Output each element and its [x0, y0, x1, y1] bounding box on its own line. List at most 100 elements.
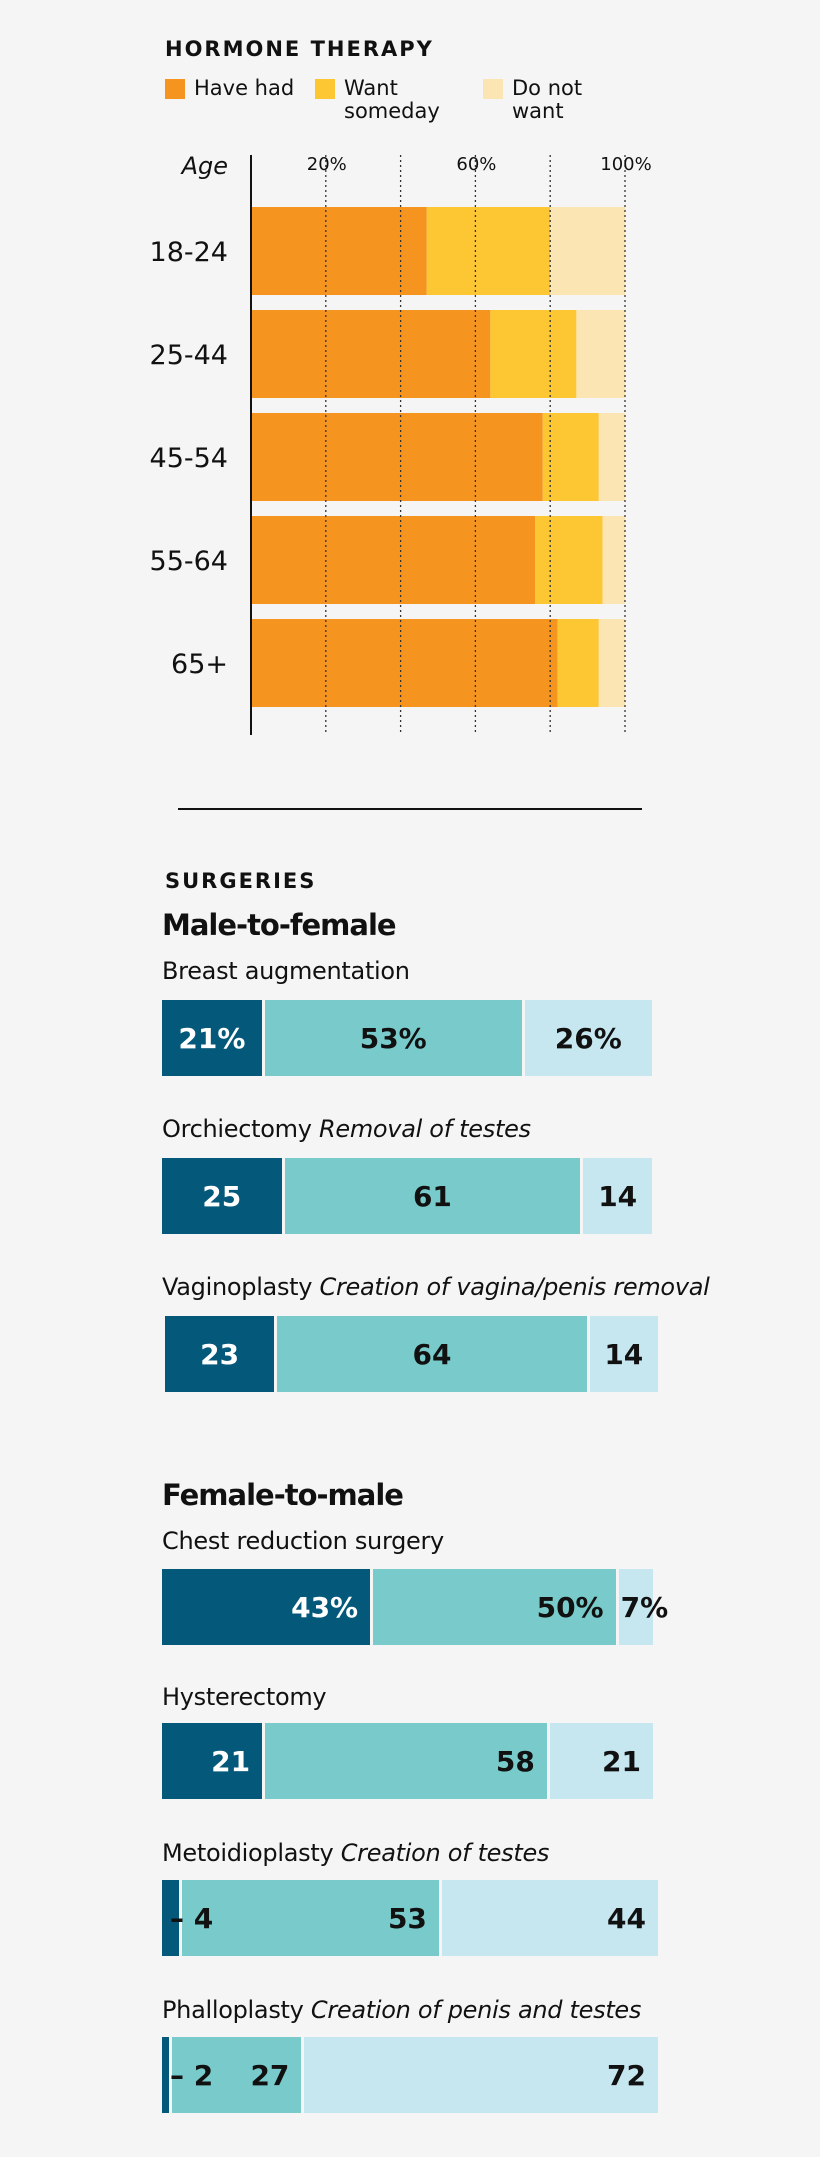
surgery-bar-segment: 26%: [524, 1000, 652, 1076]
surgery-value-label: 43%: [291, 1590, 359, 1624]
surgery-bar-segment: 44: [441, 1880, 658, 1956]
leader-dash: –: [170, 2058, 194, 2092]
hormone-bar-segment: [576, 310, 625, 398]
hormone-bar-segment: [251, 619, 558, 707]
surgery-name: Phalloplasty: [162, 1996, 304, 2024]
surgery-bar-segment: 72: [304, 2037, 658, 2113]
x-tick-label: 20%: [307, 154, 347, 175]
surgery-bar: 43% 50% 7%: [162, 1569, 668, 1645]
surgery-bar: – 2 27 72: [162, 2037, 658, 2113]
surgery-name: Chest reduction surgery: [162, 1527, 444, 1555]
surgery-bar-segment: 14: [583, 1158, 652, 1234]
surgery-value-label: 14: [604, 1337, 644, 1371]
x-tick-label: 100%: [600, 154, 651, 175]
surgery-bar-segment: 7%: [618, 1569, 668, 1645]
surgery-value-label: 2: [193, 2058, 214, 2092]
surgery-bar-segment: 27: [171, 2037, 305, 2113]
surgery-bar-segment: 43%: [162, 1569, 374, 1645]
surgery-label: Hysterectomy: [162, 1683, 327, 1711]
hormone-bar-segment: [251, 207, 427, 295]
surgery-bar: 21% 53% 26%: [162, 1000, 652, 1076]
surgery-bar: 25 61 14: [162, 1158, 652, 1234]
y-axis-title: Age: [180, 152, 228, 180]
hormone-bar-segment: [598, 619, 625, 707]
surgery-name: Metoidioplasty: [162, 1839, 334, 1867]
legend-swatch: [315, 79, 335, 99]
surgery-outside-label: – 2: [170, 2059, 213, 2092]
surgery-bar-segment: – 2: [162, 2037, 213, 2113]
surgery-value-label: 4: [193, 1901, 214, 1935]
surgery-bar: – 4 53 44: [162, 1880, 658, 1956]
surgery-value-label: 72: [607, 2058, 646, 2092]
legend-label: Do not want: [512, 76, 583, 123]
surgery-bar-segment: 14: [589, 1316, 658, 1392]
surgery-name: Breast augmentation: [162, 957, 410, 985]
surgery-name: Vaginoplasty: [162, 1273, 313, 1301]
surgery-value-label: 53%: [359, 1021, 427, 1055]
surgery-detail: Removal of testes: [319, 1115, 531, 1143]
surgery-value-label: 27: [250, 2058, 290, 2092]
surgery-bar-segment: 21: [162, 1723, 266, 1799]
hormone-bar-segment: [542, 413, 599, 501]
legend-swatch: [165, 79, 185, 99]
surgery-bar-segment: 53: [181, 1880, 442, 1956]
age-category-label: 25-44: [150, 340, 228, 371]
group-heading: Male-to-female: [162, 908, 397, 942]
x-tick-label: 60%: [456, 154, 496, 175]
surgery-name: Orchiectomy: [162, 1115, 312, 1143]
surgery-bar-segment: – 4: [162, 1880, 213, 1956]
surgery-value-label: 23: [200, 1337, 240, 1371]
hormone-bar-segment: [535, 516, 603, 604]
hormone-therapy-chart: 18-24 25-44 45-54 55-64 65+ 20% 60% 100% Age: [150, 152, 652, 735]
surgery-bar: 21 58 21: [162, 1723, 653, 1799]
surgery-value-label: 21%: [178, 1021, 246, 1055]
age-category-label: 18-24: [150, 237, 228, 268]
leader-dash: –: [170, 1901, 194, 1935]
surgery-label: Phalloplasty Creation of penis and teste…: [162, 1996, 641, 2024]
surgery-value-label: 64: [412, 1337, 452, 1371]
surgery-bar-segment: 58: [265, 1723, 550, 1799]
surgery-value-label: 14: [598, 1179, 638, 1213]
surgery-bar-segment: 53%: [264, 1000, 525, 1076]
legend-item: Have had: [165, 77, 294, 100]
surgery-value-label: 61: [412, 1179, 452, 1213]
surgery-detail: Creation of penis and testes: [310, 1996, 642, 2024]
surgery-detail: Creation of testes: [340, 1839, 550, 1867]
surgery-detail: Creation of vagina/penis removal: [319, 1273, 710, 1301]
hormone-bar-segment: [550, 207, 625, 295]
legend-swatch: [483, 79, 503, 99]
hormone-bar-segment: [598, 413, 625, 501]
hormone-bar-segment: [251, 310, 491, 398]
hormone-bar-segment: [251, 413, 543, 501]
surgery-label: Breast augmentation: [162, 957, 410, 985]
legend-label: Want someday: [344, 76, 440, 123]
surgery-bar-segment: 21: [549, 1723, 653, 1799]
surgery-value-label: 26%: [554, 1021, 622, 1055]
age-category-label: 45-54: [150, 443, 228, 474]
surgery-bar-segment: 64: [277, 1316, 590, 1392]
surgery-bar-segment: 25: [162, 1158, 285, 1234]
legend-item: Want someday: [315, 77, 440, 123]
surgery-bar-segment: 21%: [162, 1000, 265, 1076]
surgery-label: Chest reduction surgery: [162, 1527, 444, 1555]
surgery-bar-segment: 23: [165, 1316, 278, 1392]
legend-label: Have had: [194, 76, 295, 100]
hormone-therapy-title: HORMONE THERAPY: [165, 37, 434, 61]
surgery-value-label: 21: [602, 1744, 641, 1778]
surgery-label: Orchiectomy Removal of testes: [162, 1115, 531, 1143]
hormone-bar-segment: [251, 516, 536, 604]
surgery-bar-segment: 50%: [373, 1569, 619, 1645]
hormone-bar-segment: [426, 207, 551, 295]
surgery-value-label: 58: [495, 1744, 535, 1778]
age-category-label: 55-64: [150, 546, 228, 577]
surgery-name: Hysterectomy: [162, 1683, 327, 1711]
surgery-value-label: 44: [607, 1901, 646, 1935]
surgery-label: Vaginoplasty Creation of vagina/penis re…: [162, 1273, 710, 1301]
hormone-bar-segment: [557, 619, 599, 707]
hormone-bar-segment: [602, 516, 625, 604]
age-category-label: 65+: [171, 649, 228, 680]
group-heading: Female-to-male: [162, 1478, 404, 1512]
hormone-legend: Have had Want someday Do not want: [165, 77, 625, 127]
surgery-outside-label: – 4: [170, 1902, 213, 1935]
